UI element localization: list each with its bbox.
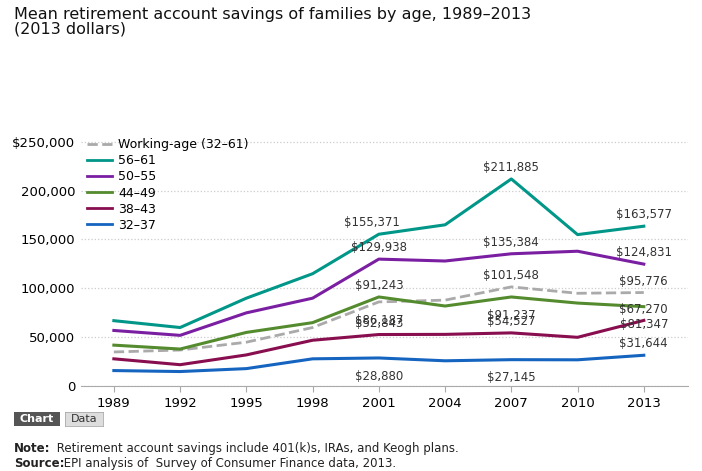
Text: Chart: Chart — [20, 414, 54, 424]
Text: $101,548: $101,548 — [484, 269, 539, 282]
Text: $52,843: $52,843 — [355, 317, 403, 330]
Text: $86,187: $86,187 — [355, 314, 403, 327]
Text: $91,243: $91,243 — [355, 279, 403, 292]
Text: $28,880: $28,880 — [355, 370, 403, 383]
Text: (2013 dollars): (2013 dollars) — [14, 21, 126, 36]
Text: Note:: Note: — [14, 442, 51, 455]
Text: $81,347: $81,347 — [620, 318, 668, 332]
Text: $124,831: $124,831 — [616, 246, 672, 259]
Text: $129,938: $129,938 — [351, 241, 407, 254]
Text: Retirement account savings include 401(k)s, IRAs, and Keogh plans.: Retirement account savings include 401(k… — [53, 442, 458, 455]
Text: $155,371: $155,371 — [344, 216, 400, 229]
Text: $211,885: $211,885 — [484, 161, 539, 174]
Text: $27,145: $27,145 — [487, 372, 536, 384]
Text: $163,577: $163,577 — [616, 208, 672, 221]
Text: $95,776: $95,776 — [619, 275, 668, 288]
Legend: Working-age (32–61), 56–61, 50–55, 44–49, 38–43, 32–37: Working-age (32–61), 56–61, 50–55, 44–49… — [87, 138, 249, 232]
Text: EPI analysis of  Survey of Consumer Finance data, 2013.: EPI analysis of Survey of Consumer Finan… — [60, 457, 396, 470]
Text: $54,527: $54,527 — [487, 315, 536, 328]
Text: $91,237: $91,237 — [487, 309, 536, 322]
Text: $31,644: $31,644 — [619, 337, 668, 350]
Text: $135,384: $135,384 — [484, 236, 539, 249]
Text: $67,270: $67,270 — [619, 302, 668, 316]
Text: Data: Data — [71, 414, 97, 424]
Text: Mean retirement account savings of families by age, 1989–2013: Mean retirement account savings of famil… — [14, 7, 531, 22]
Text: Source:: Source: — [14, 457, 65, 470]
